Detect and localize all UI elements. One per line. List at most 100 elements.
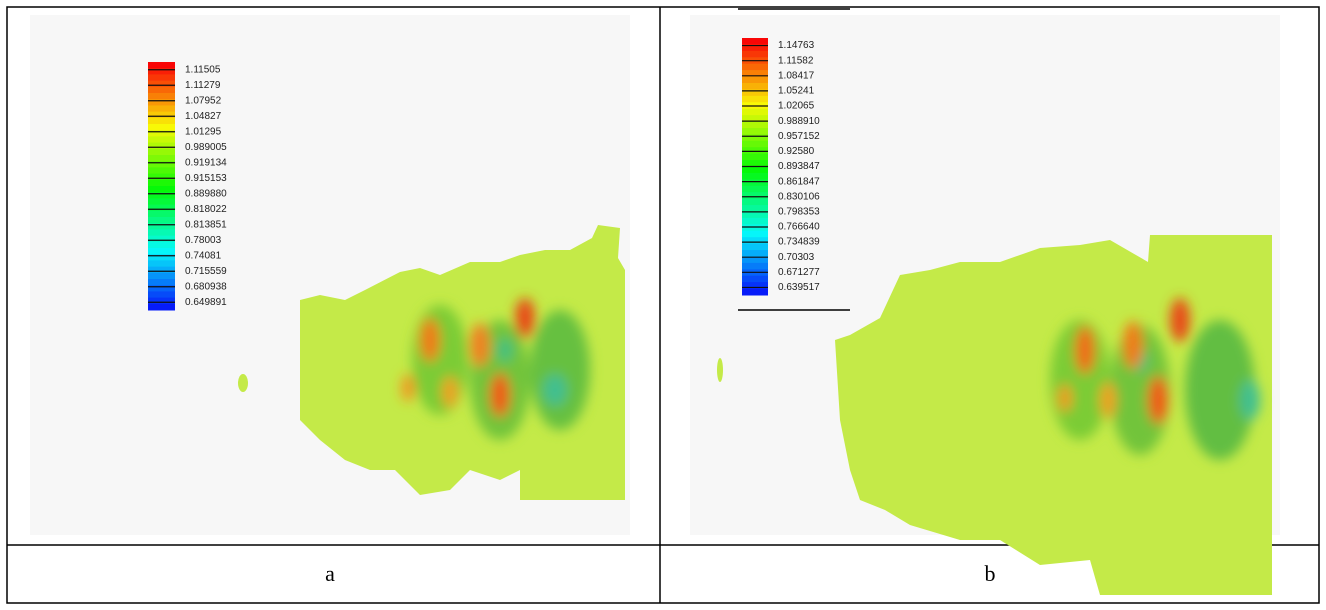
colorbar-segment [148,279,175,286]
colorbar-segment [742,231,768,238]
colorbar-label: 1.11505 [185,64,221,75]
colorbar-segment [742,122,768,129]
colorbar-label: 0.989005 [185,142,227,153]
colorbar-label: 1.05241 [778,86,815,97]
colorbar-segment [148,167,175,174]
colorbar-segment [148,87,175,94]
colorbar-segment [742,128,768,135]
colorbar-segment [148,248,175,255]
colorbar-segment [148,186,175,193]
colorbar-label: 0.798353 [778,206,820,217]
colorbar-label: 1.11279 [185,80,221,91]
colorbar-segment [742,263,768,270]
colorbar-label: 0.988910 [778,116,820,127]
colorbar-segment [148,205,175,212]
colorbar-segment [148,273,175,280]
colorbar-segment [742,83,768,90]
colorbar-segment [742,173,768,180]
colorbar-segment [742,179,768,186]
colorbar-label: 0.919134 [185,157,227,168]
colorbar-segment [148,180,175,187]
colorbar-segment [742,250,768,257]
colorbar-segment [148,298,175,305]
colorbar-label: 0.78003 [185,235,222,246]
colorbar-segment [148,242,175,249]
colorbar-segment [742,96,768,103]
colorbar-segment [742,276,768,283]
colorbar-label: 0.861847 [778,176,820,187]
colorbar-segment [148,81,175,88]
colorbar-label: 0.74081 [185,250,222,261]
colorbar-segment [148,174,175,181]
colorbar-label: 0.889880 [185,188,227,199]
colorbar-label: 0.818022 [185,204,227,215]
colorbar-label: 1.02065 [778,101,815,112]
colorbar-segment [148,118,175,125]
panel-b-image [690,9,1280,595]
colorbar-segment [742,51,768,58]
colorbar-segment [742,141,768,148]
colorbar-segment [742,244,768,251]
colorbar-label: 0.957152 [778,131,820,142]
colorbar-segment [148,229,175,236]
colorbar-label: 0.915153 [185,173,227,184]
colorbar-label: 1.04827 [185,111,222,122]
colorbar-segment [742,134,768,141]
colorbar-segment [148,155,175,162]
colorbar-segment [148,124,175,131]
colorbar-label: 1.08417 [778,70,815,81]
colorbar-label: 1.14763 [778,40,815,51]
colorbar-label: 0.766640 [778,222,820,233]
colorbar-segment [742,224,768,231]
colorbar-segment [148,62,175,69]
colorbar-segment [742,147,768,154]
colorbar-label: 0.893847 [778,161,820,172]
colorbar-segment [148,74,175,81]
colorbar-label: 0.715559 [185,266,227,277]
colorbar-label: 1.01295 [185,126,222,137]
colorbar-segment [742,64,768,71]
colorbar-segment [742,167,768,174]
colorbar-label: 0.649891 [185,297,227,308]
colorbar-segment [742,38,768,45]
colorbar-label: 0.671277 [778,267,820,278]
colorbar-segment [742,154,768,161]
colorbar-segment [742,186,768,193]
colorbar-label: 0.680938 [185,281,227,292]
colorbar-segment [742,218,768,225]
colorbar-segment [742,289,768,296]
colorbar-label: 0.639517 [778,282,820,293]
colorbar-label: 0.92580 [778,146,815,157]
colorbar-segment [148,236,175,243]
colorbar-segment [148,260,175,267]
colorbar-segment [742,109,768,116]
colorbar-segment [742,211,768,218]
colorbar-segment [742,237,768,244]
colorbar-segment [148,105,175,112]
colorbar-label: 0.70303 [778,252,815,263]
colorbar-segment [148,93,175,100]
colorbar-segment [148,112,175,119]
colorbar-segment [742,199,768,206]
colorbar-segment [148,304,175,311]
colorbar-label: 1.07952 [185,95,222,106]
colorbar-label: 0.830106 [778,191,820,202]
colorbar-segment [742,192,768,199]
colorbar-segment [148,291,175,298]
colorbar-segment [148,198,175,205]
panel-label: b [985,561,996,586]
panel-label: a [325,561,335,586]
colorbar-segment [742,205,768,212]
colorbar-segment [148,211,175,218]
colorbar-label: 1.11582 [778,55,814,66]
colorbar-segment [148,143,175,150]
colorbar-segment [148,217,175,224]
colorbar-label: 0.813851 [185,219,227,230]
figure: a b 1.11505 1.11279 1.07952 1.04827 1.01295 0… [0,0,1326,610]
panel-a-image [30,15,630,535]
colorbar-segment [148,136,175,143]
colorbar-segment [148,267,175,274]
colorbar-segment [148,149,175,156]
colorbar-label: 0.734839 [778,237,820,248]
colorbar-segment [742,77,768,84]
